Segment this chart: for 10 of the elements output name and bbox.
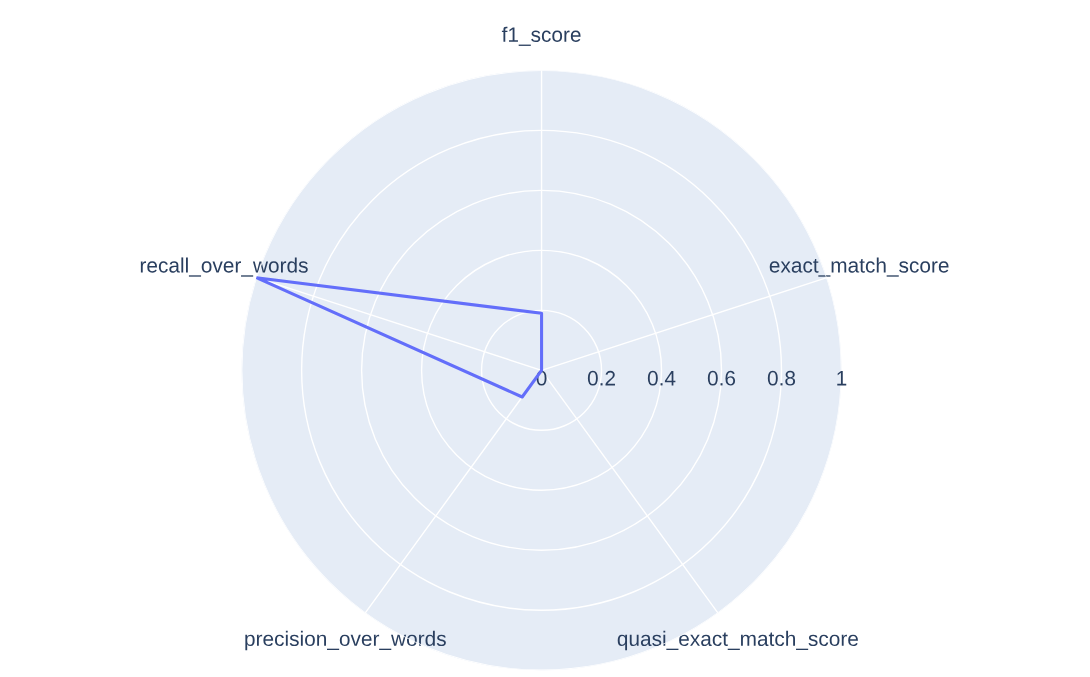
y-tick-label: 0.4	[647, 370, 676, 386]
y-tick-label: 1	[837, 371, 847, 386]
spoke-label: quasi_exact_match_score	[617, 630, 858, 651]
spoke-label: exact_match_score	[769, 257, 949, 277]
spoke-label: f1_score	[501, 26, 581, 46]
spoke-label: recall_over_words	[140, 257, 308, 277]
y-tick-label: 0.6	[707, 370, 736, 386]
y-tick-label: 0.8	[767, 370, 796, 386]
spoke-label: precision_over_words	[245, 630, 446, 651]
y-tick-label: 0.2	[587, 370, 615, 386]
